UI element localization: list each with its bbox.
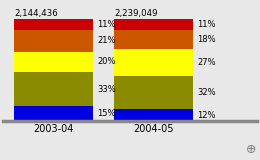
Text: 20%: 20% [97, 57, 116, 66]
Bar [114, 49, 193, 76]
Text: 33%: 33% [97, 85, 116, 94]
Bar [14, 30, 93, 52]
Bar [114, 19, 193, 30]
Bar [14, 106, 93, 121]
Bar [114, 109, 193, 121]
Bar [14, 72, 93, 106]
Bar [14, 52, 93, 72]
Text: 12%: 12% [197, 111, 216, 120]
Text: 2,239,049: 2,239,049 [114, 9, 158, 18]
Text: 11%: 11% [197, 20, 216, 29]
Text: 2,144,436: 2,144,436 [14, 9, 58, 18]
Bar [114, 76, 193, 109]
Text: 27%: 27% [197, 58, 216, 67]
Bar [114, 30, 193, 49]
Text: 21%: 21% [97, 36, 116, 45]
Text: ⊕: ⊕ [246, 143, 257, 156]
Bar [14, 19, 93, 30]
Text: 18%: 18% [197, 35, 216, 44]
Text: 32%: 32% [197, 88, 216, 97]
Text: 11%: 11% [97, 20, 116, 29]
Text: 15%: 15% [97, 109, 116, 118]
